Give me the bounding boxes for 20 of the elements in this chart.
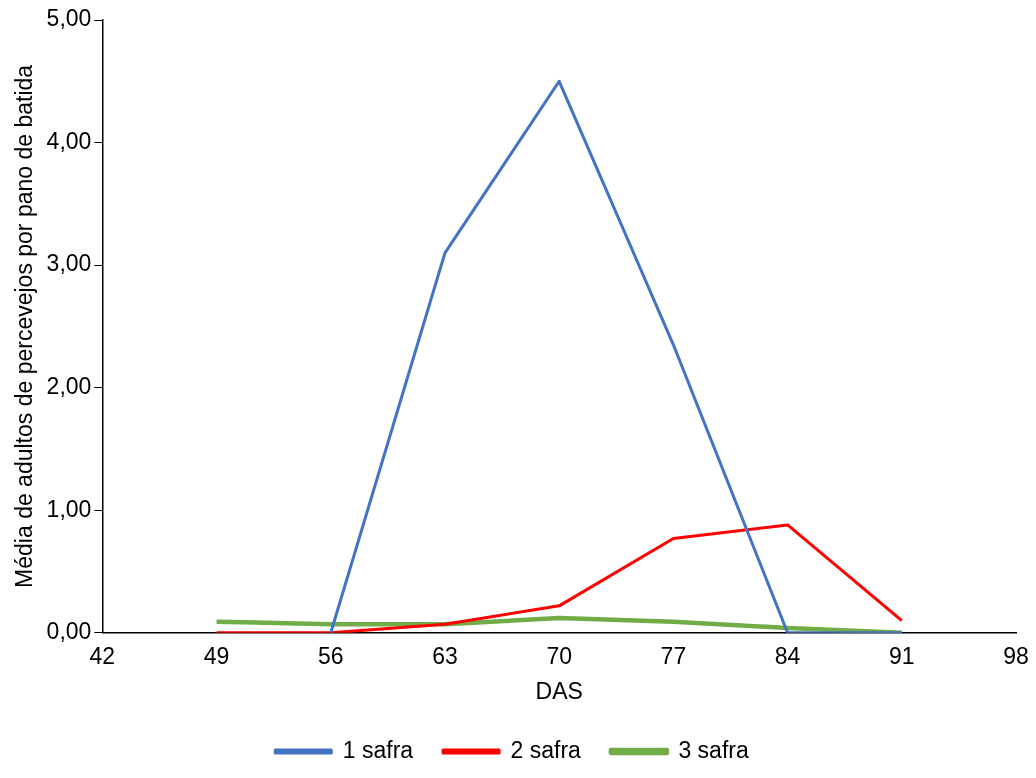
x-tick-label: 98 bbox=[1003, 642, 1029, 669]
y-tick-label: 1,00 bbox=[46, 495, 92, 522]
x-tick-label: 91 bbox=[889, 642, 915, 669]
legend-label: 1 safra bbox=[342, 736, 414, 763]
y-tick-label: 4,00 bbox=[46, 127, 92, 154]
x-tick-label: 49 bbox=[203, 642, 230, 669]
x-tick-label: 56 bbox=[317, 642, 344, 669]
y-tick-label: 0,00 bbox=[46, 618, 92, 645]
x-tick-label: 70 bbox=[546, 642, 572, 669]
legend-label: 3 safra bbox=[678, 736, 749, 763]
x-tick-label: 84 bbox=[774, 642, 801, 669]
y-axis-title: Média de adultos de percevejos por pano de batida bbox=[11, 64, 38, 588]
x-tick-label: 42 bbox=[89, 642, 116, 669]
x-tick-label: 63 bbox=[432, 642, 458, 669]
x-tick-label: 77 bbox=[660, 642, 687, 669]
legend-label: 2 safra bbox=[510, 736, 582, 763]
y-tick-label: 3,00 bbox=[46, 250, 92, 277]
x-axis-title: DAS bbox=[535, 677, 583, 704]
y-tick-label: 2,00 bbox=[46, 373, 92, 400]
y-tick-label: 5,00 bbox=[46, 5, 92, 32]
